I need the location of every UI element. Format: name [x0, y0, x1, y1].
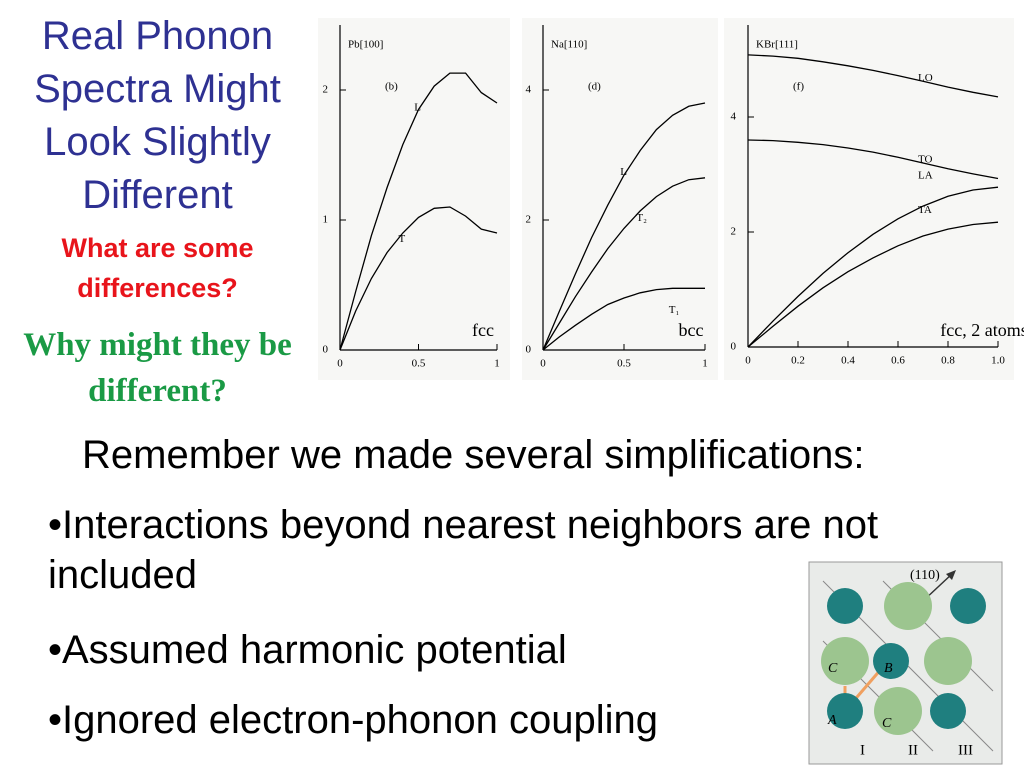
- x-tick-label: 0: [337, 358, 343, 370]
- chart-panel: [724, 18, 1014, 380]
- curve: [542, 102, 706, 351]
- large-atom: [874, 687, 922, 735]
- chart-panel: [318, 18, 510, 380]
- question: What are some differences?: [61, 233, 254, 303]
- x-tick-label: 1: [702, 358, 708, 370]
- large-atom: [924, 637, 972, 685]
- plane-label: C: [828, 661, 838, 676]
- y-tick-label: 4: [526, 84, 532, 96]
- plane-label: A: [827, 713, 837, 728]
- column-label: III: [958, 742, 973, 758]
- x-tick-label: 0.6: [891, 355, 905, 367]
- large-atom: [884, 582, 932, 630]
- y-tick-label: 0: [731, 341, 737, 353]
- chart-title: KBr[111]: [756, 39, 798, 51]
- x-tick-label: 1.0: [991, 355, 1005, 367]
- lattice-figure: (110) C B A C I II III: [808, 561, 1003, 765]
- x-tick-label: 0: [745, 355, 751, 367]
- x-tick-label: 0.5: [412, 358, 426, 370]
- curve: [747, 54, 999, 98]
- chart-annotation: fcc: [472, 320, 494, 340]
- column-label: I: [860, 742, 865, 758]
- series-label: T: [399, 233, 406, 245]
- slide-title: Real Phonon Spectra Might Look Slightly …: [34, 14, 281, 217]
- x-tick-label: 1: [494, 358, 500, 370]
- y-tick-label: 2: [323, 84, 329, 96]
- column-label: II: [908, 742, 918, 758]
- y-tick-label: 1: [323, 214, 329, 226]
- y-tick-label: 0: [323, 344, 329, 356]
- x-tick-label: 0.2: [791, 355, 805, 367]
- small-atom: [827, 588, 863, 624]
- plane-label: B: [884, 661, 893, 676]
- series-label: T₁: [669, 304, 680, 316]
- curve: [747, 186, 999, 348]
- curve: [747, 139, 999, 180]
- y-tick-label: 4: [731, 111, 737, 123]
- small-atom: [873, 643, 909, 679]
- series-label: TA: [918, 204, 932, 216]
- small-atom: [930, 693, 966, 729]
- small-atom: [827, 693, 863, 729]
- curve: [542, 177, 706, 351]
- y-tick-label: 2: [526, 214, 532, 226]
- x-tick-label: 0: [540, 358, 546, 370]
- curve: [339, 206, 498, 351]
- curve: [542, 287, 705, 351]
- chart-annotation: bcc: [679, 320, 704, 340]
- panel-label: (d): [588, 81, 601, 93]
- panel-label: (f): [793, 81, 804, 93]
- direction-label: (110): [910, 568, 940, 583]
- x-tick-label: 0.4: [841, 355, 855, 367]
- chart-title: Pb[100]: [348, 39, 383, 51]
- chart-title: Na[110]: [551, 39, 587, 51]
- series-label: L: [414, 102, 421, 114]
- bullet: •Assumed harmonic potential: [48, 628, 567, 672]
- plane-label: C: [882, 716, 892, 731]
- series-label: T₂: [636, 212, 647, 224]
- panel-label: (b): [385, 81, 398, 93]
- x-tick-label: 0.8: [941, 355, 955, 367]
- x-tick-label: 0.5: [617, 358, 631, 370]
- y-tick-label: 0: [526, 344, 532, 356]
- series-label: LO: [918, 72, 933, 84]
- large-atom: [821, 637, 869, 685]
- curve: [747, 221, 999, 348]
- arrow-head: [946, 570, 956, 580]
- question: Why might they be different?: [23, 327, 292, 409]
- series-label: TO: [918, 153, 933, 165]
- curve: [339, 72, 498, 351]
- bullet: •Interactions beyond nearest neighbors a…: [48, 503, 879, 597]
- chart-annotation: fcc, 2 atoms: [940, 320, 1024, 340]
- series-label: L: [620, 166, 627, 178]
- small-atom: [950, 588, 986, 624]
- body-text: Remember we made several simplifications…: [82, 433, 865, 477]
- chart-panel: [522, 18, 718, 380]
- bullet: •Ignored electron-phonon coupling: [48, 698, 658, 742]
- phonon-charts: 0 1 2 0 0.5 1 Pb[100] (b) fcc L T 0 2 4 0 0.5 1 Na[110] (d…: [318, 18, 1024, 380]
- series-label: LA: [918, 170, 933, 182]
- y-tick-label: 2: [731, 226, 737, 238]
